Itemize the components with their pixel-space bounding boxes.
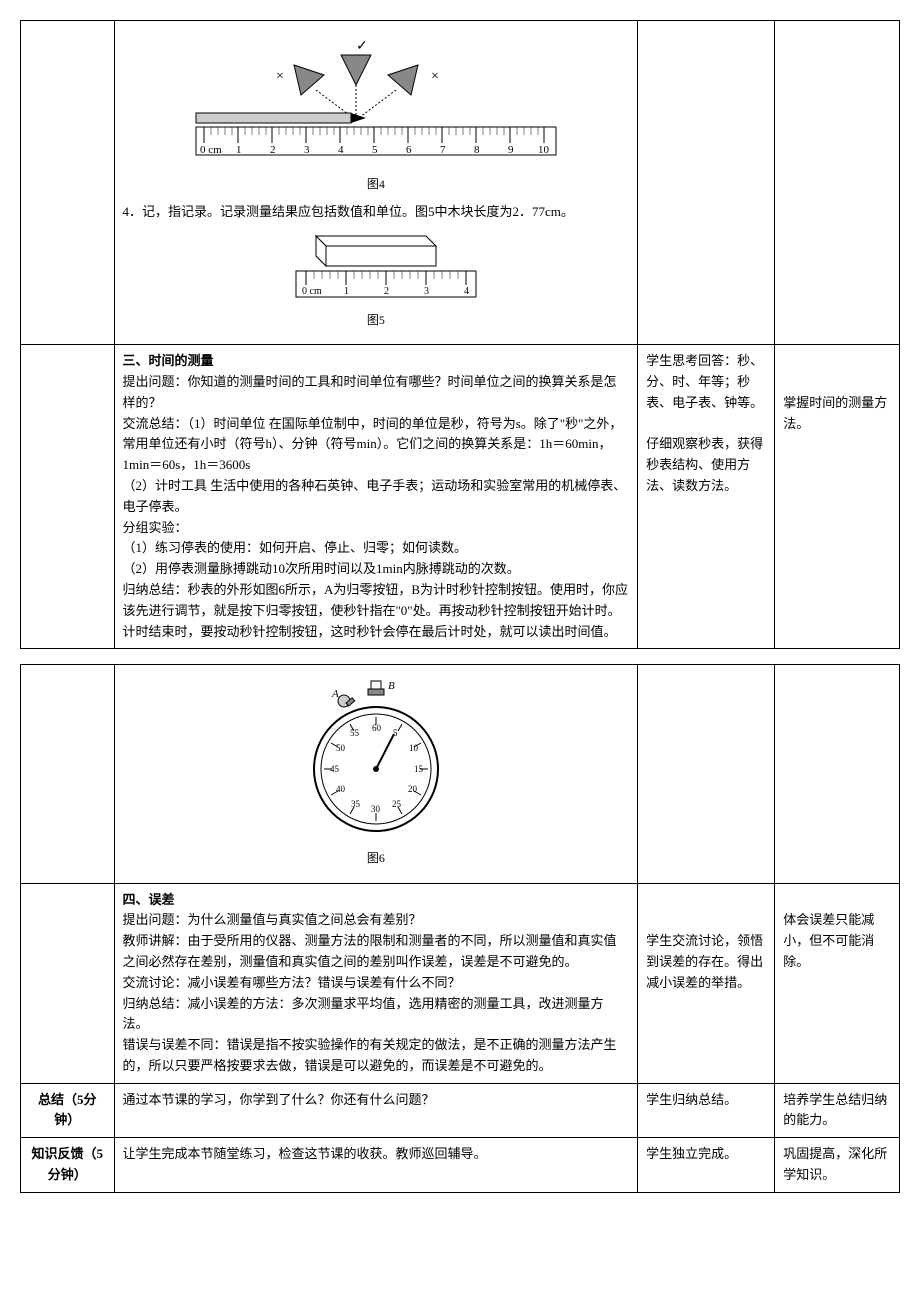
goal-empty-1 — [775, 21, 900, 345]
goal-section3: 掌握时间的测量方法。 — [775, 345, 900, 649]
svg-text:3: 3 — [304, 144, 310, 156]
svg-text:45: 45 — [330, 764, 340, 774]
svg-text:7: 7 — [440, 144, 446, 156]
figure5-caption: 图5 — [123, 311, 630, 330]
student-section4: 学生交流讨论，领悟到误差的存在。得出减小误差的举措。 — [638, 883, 775, 1083]
section3-student2: 仔细观察秒表，获得秒表结构、使用方法、读数方法。 — [646, 434, 766, 496]
svg-text:10: 10 — [409, 743, 419, 753]
summary-student: 学生归纳总结。 — [638, 1083, 775, 1138]
goal-section4: 体会误差只能减小，但不可能消除。 — [775, 883, 900, 1083]
section3-title: 三、时间的测量 — [123, 351, 630, 372]
section4-student: 学生交流讨论，领悟到误差的存在。得出减小误差的举措。 — [646, 931, 766, 993]
summary-goal: 培养学生总结归纳的能力。 — [775, 1083, 900, 1138]
svg-text:2: 2 — [384, 286, 389, 297]
svg-text:A: A — [331, 688, 339, 700]
svg-text:1: 1 — [344, 286, 349, 297]
svg-text:8: 8 — [474, 144, 480, 156]
main-content-section3: 三、时间的测量 提出问题：你知道的测量时间的工具和时间单位有哪些？时间单位之间的… — [114, 345, 638, 649]
section4-title: 四、误差 — [123, 890, 630, 911]
svg-text:10: 10 — [538, 144, 550, 156]
main-content-section4: 四、误差 提出问题：为什么测量值与真实值之间总会有差别？ 教师讲解：由于受所用的… — [114, 883, 638, 1083]
student-empty-3 — [638, 665, 775, 883]
svg-text:0 cm: 0 cm — [302, 286, 322, 297]
svg-text:9: 9 — [508, 144, 514, 156]
point4-text: 4．记，指记录。记录测量结果应包括数值和单位。图5中木块长度为2．77cm。 — [123, 202, 630, 223]
section3-conclusion: 归纳总结：秒表的外形如图6所示，A为归零按钮，B为计时秒针控制按钮。使用时，你应… — [123, 580, 630, 642]
svg-text:1: 1 — [236, 144, 242, 156]
section4-teacher: 教师讲解：由于受所用的仪器、测量方法的限制和测量者的不同，所以测量值和真实值之间… — [123, 931, 630, 973]
section4-goal: 体会误差只能减小，但不可能消除。 — [783, 910, 891, 972]
svg-text:15: 15 — [414, 764, 424, 774]
goal-empty-3 — [775, 665, 900, 883]
svg-text:55: 55 — [350, 728, 360, 738]
lesson-plan-table: ✓ × × — [20, 20, 900, 649]
figure5-svg: 0 cm 1 2 3 4 — [266, 231, 486, 311]
section3-student: 学生思考回答：秒、分、时、年等；秒表、电子表、钟等。 — [646, 351, 766, 413]
svg-text:25: 25 — [392, 799, 402, 809]
row-label-empty-4 — [21, 883, 115, 1083]
feedback-main: 让学生完成本节随堂练习，检查这节课的收获。教师巡回辅导。 — [114, 1138, 638, 1193]
svg-text:30: 30 — [371, 804, 381, 814]
svg-text:20: 20 — [408, 784, 418, 794]
lesson-plan-table-2: B A — [20, 664, 900, 1193]
section3-exp1: （1）练习停表的使用：如何开启、停止、归零；如何读数。 — [123, 538, 630, 559]
student-empty-1 — [638, 21, 775, 345]
svg-text:2: 2 — [270, 144, 276, 156]
section3-exp2: （2）用停表测量脉搏跳动10次所用时间以及1min内脉搏跳动的次数。 — [123, 559, 630, 580]
section4-error-diff: 错误与误差不同：错误是指不按实验操作的有关规定的做法，是不正确的测量方法产生的，… — [123, 1035, 630, 1077]
svg-text:40: 40 — [336, 784, 346, 794]
section3-question: 提出问题：你知道的测量时间的工具和时间单位有哪些？时间单位之间的换算关系是怎样的… — [123, 372, 630, 414]
section4-discuss: 交流讨论：减小误差有哪些方法？错误与误差有什么不同？ — [123, 973, 630, 994]
feedback-goal: 巩固提高，深化所学知识。 — [775, 1138, 900, 1193]
main-content-figure6: B A — [114, 665, 638, 883]
svg-text:5: 5 — [372, 144, 378, 156]
svg-text:50: 50 — [336, 743, 346, 753]
figure5: 0 cm 1 2 3 4 图5 — [123, 231, 630, 330]
section3-summary-tools: （2）计时工具 生活中使用的各种石英钟、电子手表；运动场和实验室常用的机械停表、… — [123, 476, 630, 518]
svg-text:4: 4 — [338, 144, 344, 156]
student-section3: 学生思考回答：秒、分、时、年等；秒表、电子表、钟等。 仔细观察秒表，获得秒表结构… — [638, 345, 775, 649]
main-content-1: ✓ × × — [114, 21, 638, 345]
feedback-label: 知识反馈（5分钟） — [21, 1138, 115, 1193]
figure4-svg: ✓ × × — [186, 35, 566, 175]
figure4-caption: 图4 — [123, 175, 630, 194]
section4-conclusion: 归纳总结：减小误差的方法：多次测量求平均值，选用精密的测量工具，改进测量方法。 — [123, 994, 630, 1036]
figure4: ✓ × × — [123, 35, 630, 194]
svg-text:60: 60 — [372, 723, 382, 733]
section3-summary-intro: 交流总结：（1）时间单位 在国际单位制中，时间的单位是秒，符号为s。除了"秒"之… — [123, 414, 630, 476]
svg-text:0 cm: 0 cm — [200, 144, 222, 156]
section4-question: 提出问题：为什么测量值与真实值之间总会有差别？ — [123, 910, 630, 931]
section3-group-exp: 分组实验： — [123, 518, 630, 539]
svg-text:6: 6 — [406, 144, 412, 156]
svg-text:×: × — [276, 69, 284, 84]
row-label-empty — [21, 21, 115, 345]
svg-text:4: 4 — [464, 286, 469, 297]
section3-goal: 掌握时间的测量方法。 — [783, 393, 891, 435]
svg-text:B: B — [388, 680, 395, 692]
svg-text:✓: ✓ — [356, 39, 368, 54]
figure6-caption: 图6 — [123, 849, 630, 868]
stopwatch-svg: B A — [296, 679, 456, 849]
summary-main: 通过本节课的学习，你学到了什么？你还有什么问题？ — [114, 1083, 638, 1138]
feedback-student: 学生独立完成。 — [638, 1138, 775, 1193]
summary-label: 总结（5分钟） — [21, 1083, 115, 1138]
row-label-empty-3 — [21, 665, 115, 883]
svg-text:35: 35 — [351, 799, 361, 809]
figure6: B A — [123, 679, 630, 868]
svg-text:3: 3 — [424, 286, 429, 297]
svg-text:×: × — [431, 69, 439, 84]
row-label-empty-2 — [21, 345, 115, 649]
